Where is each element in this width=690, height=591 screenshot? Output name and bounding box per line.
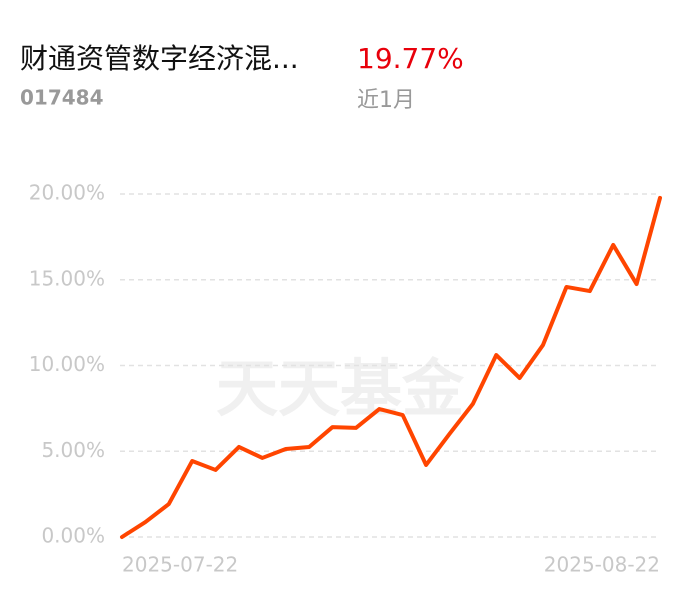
line <box>120 195 662 539</box>
y-tick-label: 20.00% <box>29 181 105 205</box>
y-tick-label: 5.00% <box>41 438 105 462</box>
x-tick-label: 2025-07-22 <box>122 553 238 577</box>
y-tick-label: 0.00% <box>41 524 105 548</box>
fund-code: 017484 <box>20 86 104 110</box>
period-return: 19.77% <box>357 42 464 75</box>
y-tick-label: 15.00% <box>29 266 105 290</box>
x-tick-label: 2025-08-22 <box>544 553 660 577</box>
period-label: 近1月 <box>357 88 415 113</box>
watermark: 天天基金 <box>216 352 465 425</box>
fund-title: 财通资管数字经济混... <box>20 42 299 75</box>
y-tick-label: 10.00% <box>29 352 105 376</box>
